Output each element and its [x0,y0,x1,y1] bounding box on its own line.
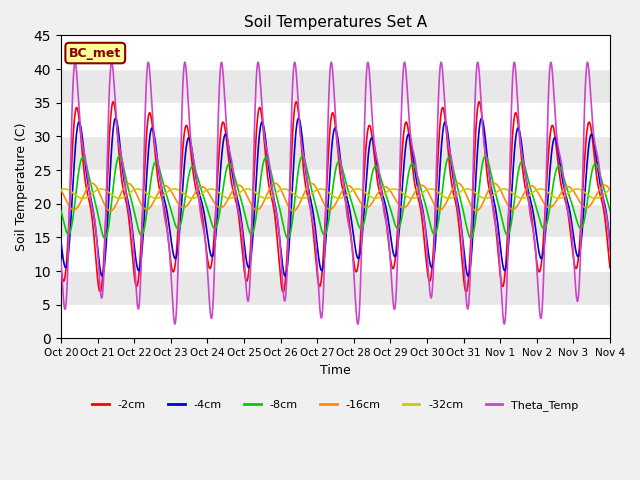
Line: -8cm: -8cm [61,156,610,239]
-16cm [606,187,614,193]
Line: -4cm: -4cm [61,118,610,276]
Line: -32cm: -32cm [61,189,610,198]
Theta_Temp [606,246,614,252]
-8cm [606,207,614,213]
Theta_Temp [399,78,406,84]
-8cm [554,164,562,169]
-16cm [271,180,279,186]
-2cm [606,265,614,271]
-32cm [399,190,406,196]
-32cm [57,187,65,192]
-4cm [606,237,614,242]
-2cm [211,230,218,236]
Theta_Temp [57,257,65,263]
-4cm [211,246,218,252]
Theta_Temp [554,144,562,149]
-32cm [175,187,182,193]
-8cm [57,207,65,213]
Theta_Temp [211,272,218,278]
-8cm [175,226,182,231]
-2cm [389,266,397,272]
-2cm [606,264,614,269]
-32cm [389,186,397,192]
-16cm [389,192,397,198]
-32cm [591,195,599,201]
Theta_Temp [511,60,518,65]
-2cm [175,216,182,221]
-8cm [606,207,614,213]
-32cm [554,195,562,201]
-16cm [57,187,65,193]
-2cm [96,288,104,294]
X-axis label: Time: Time [320,364,351,377]
Bar [61,170,610,204]
Title: Soil Temperatures Set A: Soil Temperatures Set A [244,15,427,30]
-4cm [389,250,397,255]
Line: -2cm: -2cm [61,102,610,291]
-4cm [606,238,614,244]
Text: BC_met: BC_met [69,47,122,60]
-32cm [606,187,614,193]
-16cm [472,208,480,214]
-8cm [298,153,306,159]
Y-axis label: Soil Temperature (C): Soil Temperature (C) [15,122,28,251]
-4cm [57,238,65,244]
Legend: -2cm, -4cm, -8cm, -16cm, -32cm, Theta_Temp: -2cm, -4cm, -8cm, -16cm, -32cm, Theta_Te… [88,396,583,415]
-8cm [389,216,397,221]
-16cm [211,200,218,205]
-16cm [606,187,614,192]
Theta_Temp [354,321,362,327]
-4cm [554,147,562,153]
Bar [61,36,610,69]
-32cm [211,187,218,192]
Line: -16cm: -16cm [61,183,610,211]
-16cm [399,205,406,211]
-16cm [175,201,182,207]
-4cm [399,178,406,184]
-8cm [284,236,292,241]
-2cm [554,160,562,166]
-2cm [476,99,483,105]
Line: Theta_Temp: Theta_Temp [61,62,610,324]
-2cm [399,143,406,148]
-16cm [554,195,562,201]
-8cm [399,209,406,215]
Bar [61,238,610,271]
Bar [61,305,610,338]
-32cm [61,186,68,192]
-2cm [57,265,65,271]
Theta_Temp [175,246,182,252]
Theta_Temp [389,298,397,304]
-8cm [211,225,218,231]
Bar [61,103,610,136]
Theta_Temp [606,248,614,254]
-4cm [282,273,289,279]
-4cm [175,240,182,245]
-32cm [606,187,614,192]
-4cm [295,115,303,121]
